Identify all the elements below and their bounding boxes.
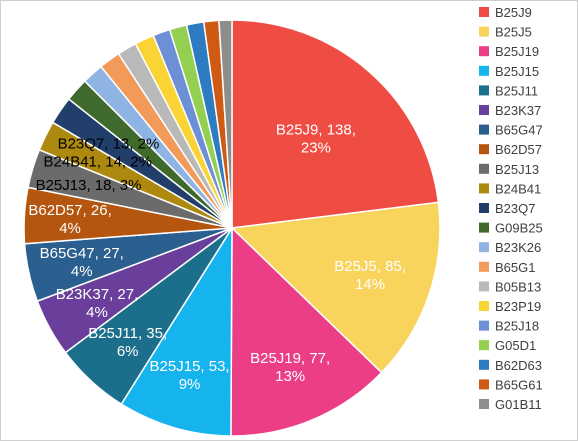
legend-label-b25j13: B25J13 xyxy=(495,162,539,177)
legend-swatch-g05d1 xyxy=(479,340,489,351)
legend-swatch-b24b41 xyxy=(479,183,489,194)
legend-swatch-b05b13 xyxy=(479,281,489,292)
legend-label-b25j18: B25J18 xyxy=(495,319,539,334)
legend-label-b25j5: B25J5 xyxy=(495,25,532,40)
data-label-b62d57: B62D57, 26, 4% xyxy=(28,202,111,237)
legend-label-g09b25: G09B25 xyxy=(495,221,543,236)
legend-swatch-b23k37 xyxy=(479,105,489,115)
legend-swatch-b25j13 xyxy=(479,163,489,174)
legend-label-b24b41: B24B41 xyxy=(495,181,541,196)
legend-swatch-b25j18 xyxy=(479,320,489,331)
legend-swatch-b62d57 xyxy=(479,144,489,155)
legend-label-b65g61: B65G61 xyxy=(495,377,543,392)
data-label-b25j5: B25J5, 85, 14% xyxy=(334,258,406,293)
pie-slice-b25j19 xyxy=(230,226,383,437)
legend-swatch-b25j11 xyxy=(479,85,489,96)
legend-swatch-b23q7 xyxy=(479,203,489,213)
legend-label-b05b13: B05B13 xyxy=(495,279,541,294)
legend-swatch-b62d63 xyxy=(479,359,489,370)
data-label-b25j13: B25J13, 18, 3% xyxy=(36,177,142,194)
pie-slice-b25j15 xyxy=(120,225,233,437)
legend: B25J9 B25J5 B25J19 B25J15 B25J11 B23K37 B65G47… xyxy=(479,5,543,412)
legend-label-b23q7: B23Q7 xyxy=(495,201,535,216)
data-label-b25j11: B25J11, 35, 6% xyxy=(88,325,167,360)
legend-swatch-b65g1 xyxy=(479,261,489,272)
legend-label-b62d63: B62D63 xyxy=(495,358,542,373)
legend-swatch-b25j15 xyxy=(479,65,489,76)
data-label-b65g47: B65G47, 27, 4% xyxy=(40,245,124,280)
legend-label-b25j11: B25J11 xyxy=(495,83,538,98)
legend-label-b25j15: B25J15 xyxy=(495,64,539,79)
legend-swatch-g09b25 xyxy=(479,222,489,233)
legend-swatch-b23k26 xyxy=(479,242,489,253)
slice-labels: B25J9, 138, 23% B25J5, 85, 14% B25J19, 77, 13… xyxy=(28,122,406,393)
legend-swatch-b65g47 xyxy=(479,124,489,135)
legend-label-b62d57: B62D57 xyxy=(495,142,542,157)
legend-label-b23p19: B23P19 xyxy=(495,299,541,314)
legend-swatch-b25j9 xyxy=(479,7,489,17)
legend-label-b65g47: B65G47 xyxy=(495,123,543,138)
pie-slice-g01b11 xyxy=(218,19,233,229)
legend-swatch-b25j19 xyxy=(479,46,489,57)
legend-swatch-b65g61 xyxy=(479,379,489,390)
pie-slice-b25j5 xyxy=(230,201,441,374)
legend-label-b65g1: B65G1 xyxy=(495,260,535,275)
legend-swatch-g01b11 xyxy=(479,399,489,409)
data-label-b25j9: B25J9, 138, 23% xyxy=(276,122,356,157)
data-label-b23q7: B23Q7, 13, 2% xyxy=(58,135,160,152)
legend-swatch-b25j5 xyxy=(479,26,489,37)
legend-label-b25j9: B25J9 xyxy=(495,5,532,20)
legend-label-g01b11: G01B11 xyxy=(495,397,542,412)
pie-slice-b25j9 xyxy=(231,19,440,229)
legend-label-b25j19: B25J19 xyxy=(495,44,539,59)
legend-label-b23k37: B23K37 xyxy=(495,103,541,118)
data-label-b23k37: B23K37, 27, 4% xyxy=(56,286,139,321)
legend-label-b23k26: B23K26 xyxy=(495,240,541,255)
legend-label-g05d1: G05D1 xyxy=(495,338,536,353)
pie-slices xyxy=(23,19,441,437)
data-label-b24b41: B24B41, 14, 2% xyxy=(44,154,152,171)
legend-swatch-b23p19 xyxy=(479,301,489,311)
data-label-b25j19: B25J19, 77, 13% xyxy=(250,350,330,385)
data-label-b25j15: B25J15, 53, 9% xyxy=(150,358,230,393)
